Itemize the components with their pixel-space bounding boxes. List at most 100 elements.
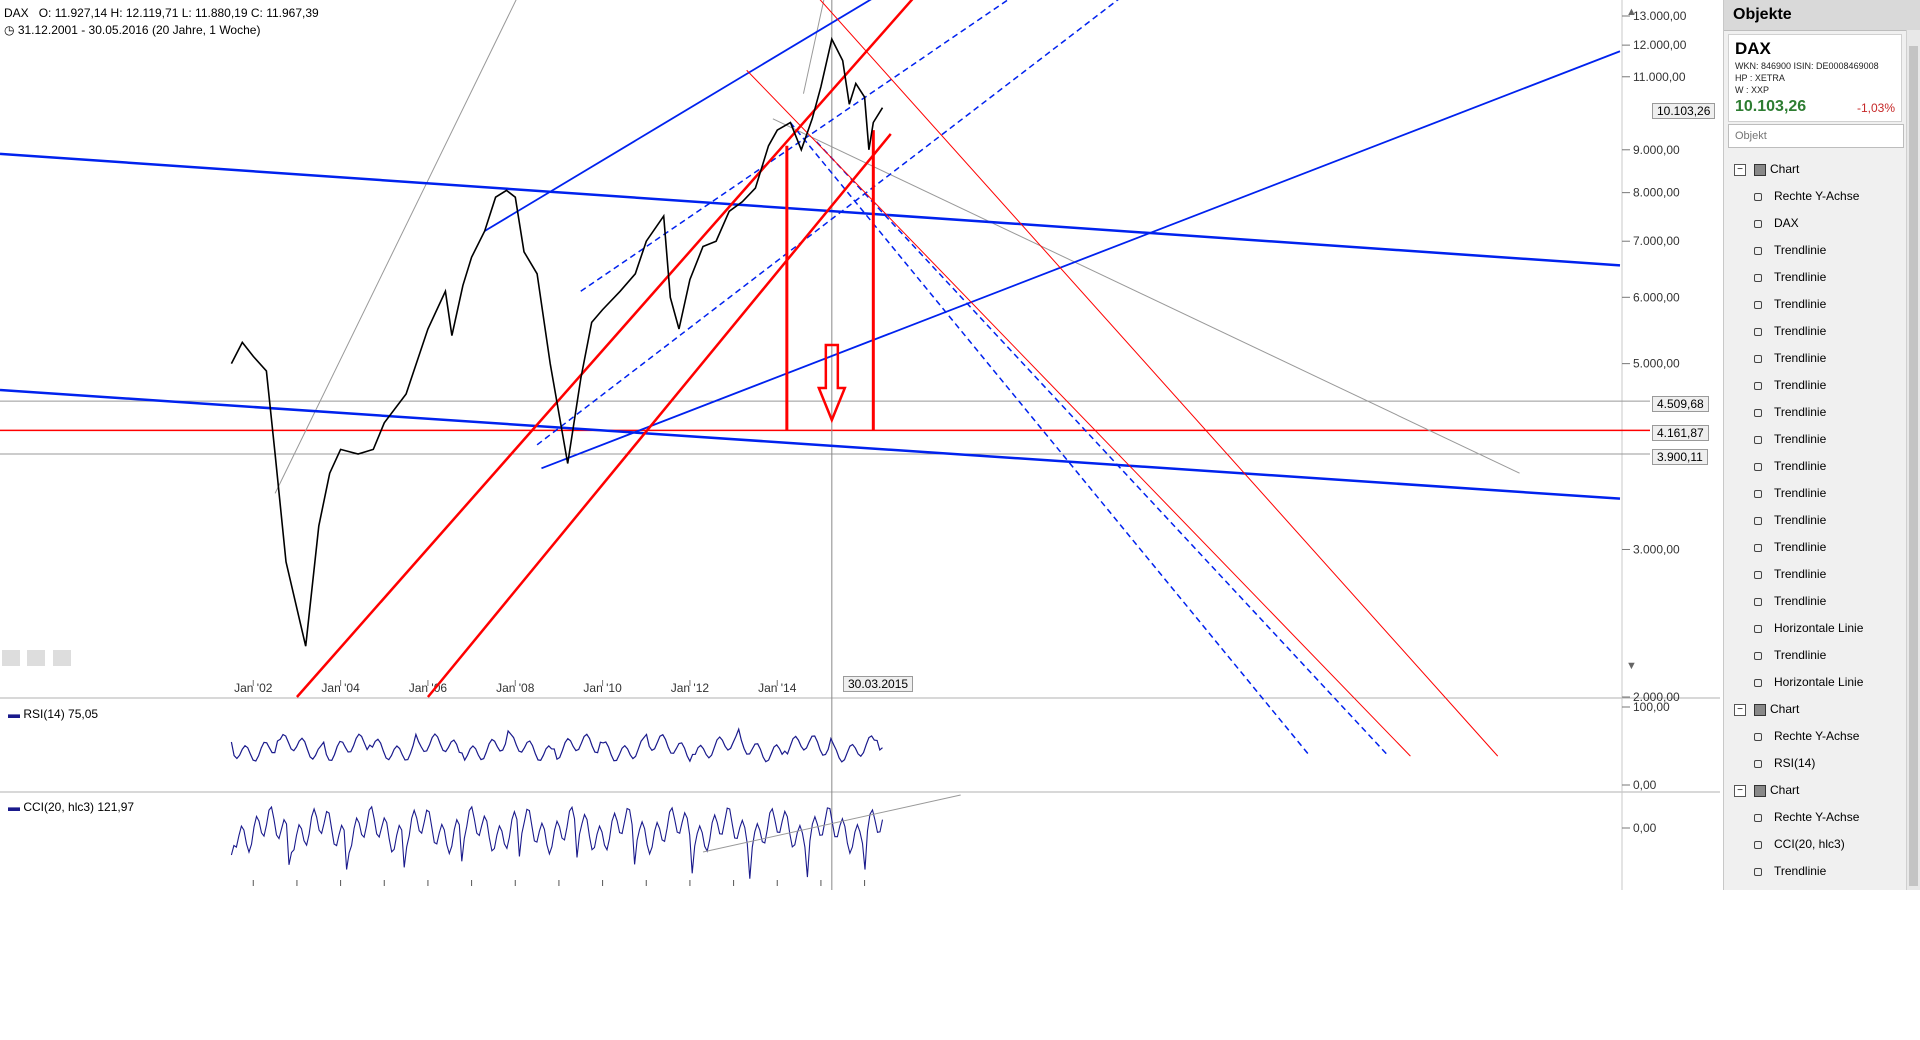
- tree-item[interactable]: Trendlinie: [1728, 453, 1900, 480]
- tree-item[interactable]: Trendlinie: [1728, 561, 1900, 588]
- tree-item[interactable]: Trendlinie: [1728, 534, 1900, 561]
- tree-item-label: RSI(14): [1774, 756, 1816, 770]
- tree-item-label: Rechte Y-Achse: [1774, 729, 1860, 743]
- cci-title: ▬ CCI(20, hlc3) 121,97: [8, 800, 134, 814]
- tree-item[interactable]: Trendlinie: [1728, 480, 1900, 507]
- tree-item[interactable]: Trendlinie: [1728, 507, 1900, 534]
- tree-item[interactable]: Rechte Y-Achse: [1728, 804, 1900, 831]
- ohlc-label: O: 11.927,14 H: 12.119,71 L: 11.880,19 C…: [38, 6, 319, 20]
- object-search-input[interactable]: [1728, 124, 1904, 148]
- symbol-hp: HP : XETRA: [1735, 73, 1785, 83]
- y-tick-label: 2.000,00: [1633, 690, 1680, 704]
- chart-toolbar: [2, 650, 71, 671]
- tree-item[interactable]: Trendlinie: [1728, 858, 1900, 885]
- scrollbar-thumb[interactable]: [1909, 46, 1918, 886]
- collapse-toggle-icon[interactable]: −: [1734, 785, 1746, 797]
- tree-item-label: Trendlinie: [1774, 405, 1827, 419]
- tree-item-label: Horizontale Linie: [1774, 675, 1864, 689]
- tree-item[interactable]: Rechte Y-Achse: [1728, 183, 1900, 210]
- trendline-gray: [802, 0, 825, 94]
- y-tick-label: 12.000,00: [1633, 38, 1687, 52]
- tree-item[interactable]: Trendlinie: [1728, 426, 1900, 453]
- rsi-tick-label: 100,00: [1633, 700, 1670, 714]
- tree-item[interactable]: Rechte Y-Achse: [1728, 723, 1900, 750]
- collapse-toggle-icon[interactable]: −: [1734, 164, 1746, 176]
- tree-item-label: Trendlinie: [1774, 297, 1827, 311]
- zoom-in-icon[interactable]: [27, 650, 46, 666]
- chart-canvas[interactable]: 13.000,00 12.000,00 11.000,00 9.000,00 8.000…: [0, 0, 1720, 890]
- hline-label-3900: 3.900,11: [1652, 449, 1708, 465]
- lock-icon: [1754, 652, 1762, 660]
- cci-name: CCI(20, hlc3): [23, 800, 95, 814]
- tree-item-label: Trendlinie: [1774, 324, 1827, 338]
- lock-icon: [1754, 328, 1762, 336]
- collapse-toggle-icon[interactable]: −: [1734, 704, 1746, 716]
- tree-item[interactable]: Horizontale Linie: [1728, 615, 1900, 642]
- rsi-legend-swatch: ▬: [8, 707, 20, 721]
- trendline-blue-dashed: [580, 0, 1009, 292]
- lock-icon: [1754, 355, 1762, 363]
- tree-item-label: Trendlinie: [1774, 864, 1827, 878]
- menu-icon[interactable]: [52, 650, 71, 666]
- scroll-down-icon[interactable]: ▼: [1626, 660, 1637, 672]
- tree-item[interactable]: Trendlinie: [1728, 318, 1900, 345]
- chart-area[interactable]: 13.000,00 12.000,00 11.000,00 9.000,00 8.000…: [0, 0, 1720, 890]
- lock-icon: [1754, 760, 1762, 768]
- y-tick-label: 11.000,00: [1633, 70, 1686, 84]
- trendline-red: [426, 133, 892, 698]
- objects-panel: Objekte DAX WKN: 846900 ISIN: DE00084690…: [1723, 0, 1920, 890]
- x-tick-label: Jan '08: [496, 681, 535, 695]
- lock-icon: [1754, 814, 1762, 822]
- trendline-red: [295, 0, 914, 698]
- cci-trendline: [702, 794, 961, 853]
- y-tick-label: 5.000,00: [1633, 357, 1680, 371]
- symbol-last-price: 10.103,26: [1735, 98, 1807, 115]
- tree-item[interactable]: Horizontale Linie: [1728, 669, 1900, 696]
- down-arrow-icon: [816, 343, 847, 424]
- lock-icon: [1754, 490, 1762, 498]
- crosshair-date-label: 30.03.2015: [843, 676, 914, 692]
- scroll-up-icon[interactable]: ▲: [1626, 6, 1637, 18]
- tree-item[interactable]: RSI(14): [1728, 750, 1900, 777]
- tree-item[interactable]: Trendlinie: [1728, 291, 1900, 318]
- panel-scrollbar[interactable]: [1906, 30, 1920, 890]
- tree-item[interactable]: DAX: [1728, 210, 1900, 237]
- tree-item[interactable]: Trendlinie: [1728, 588, 1900, 615]
- rsi-title: ▬ RSI(14) 75,05: [8, 707, 98, 721]
- panel-title: Objekte: [1724, 0, 1920, 31]
- y-tick-label: 6.000,00: [1633, 290, 1680, 304]
- tree-item[interactable]: Trendlinie: [1728, 399, 1900, 426]
- x-tick-label: Jan '10: [583, 681, 622, 695]
- y-tick-label: 7.000,00: [1633, 234, 1680, 248]
- trendline-red-thin: [819, 0, 1499, 757]
- y-tick-label: 3.000,00: [1633, 542, 1680, 556]
- clock-icon: ◷: [4, 23, 15, 37]
- tree-item[interactable]: Trendlinie: [1728, 264, 1900, 291]
- tree-item[interactable]: Trendlinie: [1728, 345, 1900, 372]
- tree-item-label: Trendlinie: [1774, 459, 1827, 473]
- tree-item-label: Chart: [1770, 162, 1800, 176]
- tree-item-label: Rechte Y-Achse: [1774, 189, 1860, 203]
- x-tick-label: Jan '02: [234, 681, 273, 695]
- tree-group-chart[interactable]: − Chart: [1728, 156, 1900, 183]
- chart-icon: [1754, 164, 1766, 176]
- tree-item[interactable]: Trendlinie: [1728, 372, 1900, 399]
- x-tick-label: Jan '04: [321, 681, 360, 695]
- trendline-red-thin: [746, 69, 1411, 757]
- rsi-line: [230, 727, 883, 763]
- lock-icon: [1754, 193, 1762, 201]
- zoom-out-icon[interactable]: [2, 650, 20, 666]
- cci-tick-label: 0,00: [1633, 821, 1657, 835]
- tree-item[interactable]: Trendlinie: [1728, 237, 1900, 264]
- lock-icon: [1754, 598, 1762, 606]
- tree-item[interactable]: Trendlinie: [1728, 642, 1900, 669]
- tree-item[interactable]: CCI(20, hlc3): [1728, 831, 1900, 858]
- tree-item-label: Chart: [1770, 783, 1800, 797]
- lock-icon: [1754, 679, 1762, 687]
- tree-item-label: CCI(20, hlc3): [1774, 837, 1845, 851]
- cci-value: 121,97: [97, 800, 135, 814]
- rsi-name: RSI(14): [23, 707, 65, 721]
- tree-group-chart[interactable]: − Chart: [1728, 696, 1900, 723]
- hline-label-4161: 4.161,87: [1652, 425, 1709, 441]
- tree-group-chart[interactable]: − Chart: [1728, 777, 1900, 804]
